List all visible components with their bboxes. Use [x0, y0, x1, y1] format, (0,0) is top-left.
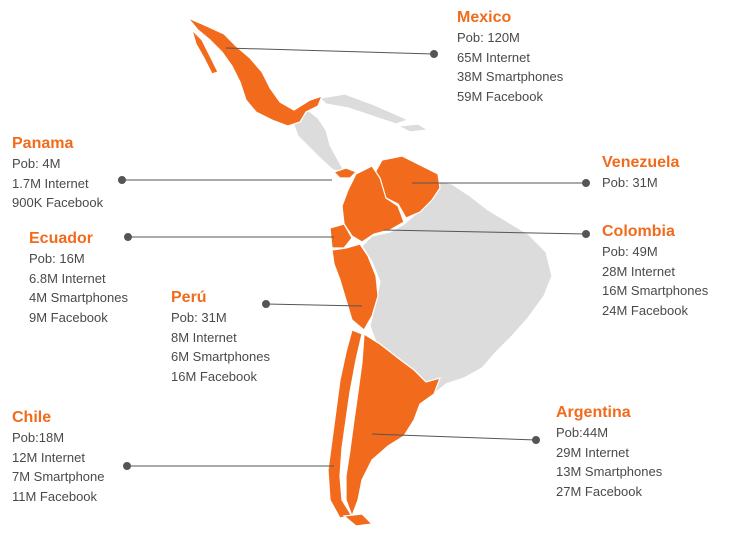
- peru-shape: [331, 243, 379, 331]
- caribbean-islands: [318, 93, 410, 125]
- colombia-name: Colombia: [602, 223, 675, 240]
- ecuador-smartphones: 4M Smartphones: [29, 290, 128, 305]
- panama-shape: [332, 167, 358, 179]
- mexico-label: Mexico Pob: 120M 65M Internet 38M Smartp…: [457, 8, 563, 106]
- tierra-del-fuego: [342, 513, 374, 527]
- chile-facebook: 11M Facebook: [12, 488, 98, 504]
- peru-label: Perú Pob: 31M 8M Internet 6M Smartphones…: [171, 288, 270, 386]
- panama-population: Pob: 4M: [12, 156, 61, 171]
- colombia-shape: [341, 165, 405, 243]
- argentina-smartphones: 13M Smartphones: [556, 464, 663, 479]
- peru-population: Pob: 31M: [171, 310, 227, 325]
- colombia-facebook: 24M Facebook: [602, 302, 688, 318]
- peru-smartphones: 6M Smartphones: [171, 349, 270, 364]
- argentina-shape: [345, 332, 441, 518]
- colombia-label: Colombia Pob: 49M 28M Internet 16M Smart…: [602, 222, 708, 320]
- chile-population: Pob:18M: [12, 430, 65, 445]
- argentina-connector: [371, 433, 537, 441]
- venezuela-name: Venezuela: [602, 154, 680, 171]
- baja-california: [190, 27, 219, 75]
- panama-name: Panama: [12, 135, 74, 152]
- argentina-label: Argentina Pob:44M 29M Internet 13M Smart…: [556, 403, 662, 501]
- ecuador-connector-dot: [124, 233, 132, 241]
- ecuador-label: Ecuador Pob: 16M 6.8M Internet 4M Smartp…: [29, 229, 128, 327]
- panama-internet: 1.7M Internet: [12, 175, 89, 191]
- ecuador-population: Pob: 16M: [29, 251, 85, 266]
- colombia-connector-dot: [582, 230, 590, 238]
- peru-connector-dot: [262, 300, 270, 308]
- chile-name: Chile: [12, 409, 52, 426]
- chile-internet: 12M Internet: [12, 449, 85, 465]
- colombia-internet: 28M Internet: [602, 263, 675, 279]
- peru-name: Perú: [171, 289, 207, 306]
- mexico-internet: 65M Internet: [457, 49, 530, 65]
- panama-facebook: 900K Facebook: [12, 195, 104, 210]
- argentina-population: Pob:44M: [556, 425, 609, 440]
- mexico-smartphones: 38M Smartphones: [457, 69, 564, 84]
- venezuela-connector-dot: [582, 179, 590, 187]
- connectors: [118, 47, 590, 470]
- colombia-population: Pob: 49M: [602, 244, 658, 259]
- highlighted-countries: [187, 17, 441, 527]
- argentina-connector-dot: [532, 436, 540, 444]
- panama-label: Panama Pob: 4M 1.7M Internet 900K Facebo…: [12, 134, 103, 213]
- mexico-name: Mexico: [457, 9, 512, 26]
- chile-smartphones: 7M Smartphone: [12, 469, 105, 484]
- venezuela-population: Pob: 31M: [602, 175, 658, 190]
- argentina-internet: 29M Internet: [556, 444, 629, 460]
- ecuador-internet: 6.8M Internet: [29, 270, 106, 286]
- argentina-facebook: 27M Facebook: [556, 483, 642, 499]
- argentina-name: Argentina: [556, 404, 631, 421]
- venezuela-label: Venezuela Pob: 31M: [602, 153, 679, 193]
- ecuador-name: Ecuador: [29, 230, 94, 247]
- mexico-population: Pob: 120M: [457, 30, 520, 45]
- mexico-connector: [225, 47, 435, 55]
- chile-label: Chile Pob:18M 12M Internet 7M Smartphone…: [12, 408, 105, 506]
- colombia-connector: [383, 229, 587, 235]
- peru-facebook: 16M Facebook: [171, 368, 257, 384]
- peru-internet: 8M Internet: [171, 329, 237, 345]
- panama-connector-dot: [118, 176, 126, 184]
- ecuador-facebook: 9M Facebook: [29, 309, 108, 325]
- mexico-shape: [187, 17, 324, 127]
- mexico-facebook: 59M Facebook: [457, 88, 543, 104]
- grey-landmass: [291, 93, 553, 407]
- ecuador-shape: [329, 223, 353, 249]
- colombia-smartphones: 16M Smartphones: [602, 283, 709, 298]
- chile-connector-dot: [123, 462, 131, 470]
- hispaniola: [395, 123, 430, 133]
- mexico-connector-dot: [430, 50, 438, 58]
- central-america: [291, 107, 347, 173]
- peru-connector: [265, 303, 363, 307]
